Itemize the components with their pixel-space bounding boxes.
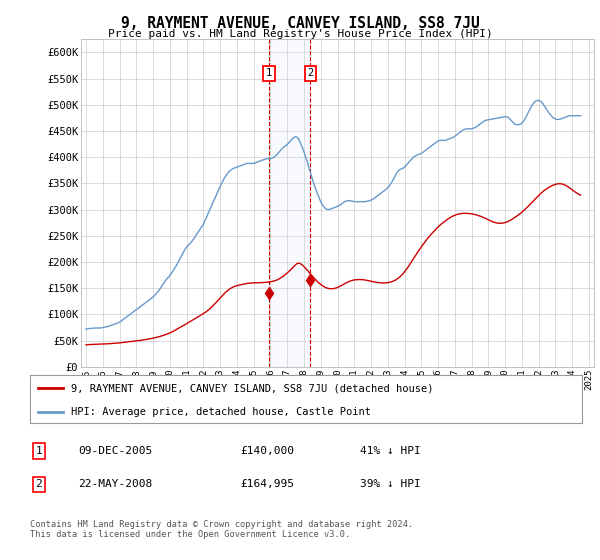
Text: 39% ↓ HPI: 39% ↓ HPI (360, 479, 421, 489)
Text: 9, RAYMENT AVENUE, CANVEY ISLAND, SS8 7JU: 9, RAYMENT AVENUE, CANVEY ISLAND, SS8 7J… (121, 16, 479, 31)
Text: HPI: Average price, detached house, Castle Point: HPI: Average price, detached house, Cast… (71, 407, 371, 417)
Text: 1: 1 (35, 446, 43, 456)
Text: 41% ↓ HPI: 41% ↓ HPI (360, 446, 421, 456)
Text: 09-DEC-2005: 09-DEC-2005 (78, 446, 152, 456)
Text: £164,995: £164,995 (240, 479, 294, 489)
Text: £140,000: £140,000 (240, 446, 294, 456)
Text: 1: 1 (266, 68, 272, 78)
Text: 2: 2 (35, 479, 43, 489)
Bar (269, 39, 310, 367)
Text: Contains HM Land Registry data © Crown copyright and database right 2024.
This d: Contains HM Land Registry data © Crown c… (30, 520, 413, 539)
Text: Price paid vs. HM Land Registry's House Price Index (HPI): Price paid vs. HM Land Registry's House … (107, 29, 493, 39)
Text: 2: 2 (307, 68, 313, 78)
Text: 9, RAYMENT AVENUE, CANVEY ISLAND, SS8 7JU (detached house): 9, RAYMENT AVENUE, CANVEY ISLAND, SS8 7J… (71, 383, 434, 393)
Text: 22-MAY-2008: 22-MAY-2008 (78, 479, 152, 489)
